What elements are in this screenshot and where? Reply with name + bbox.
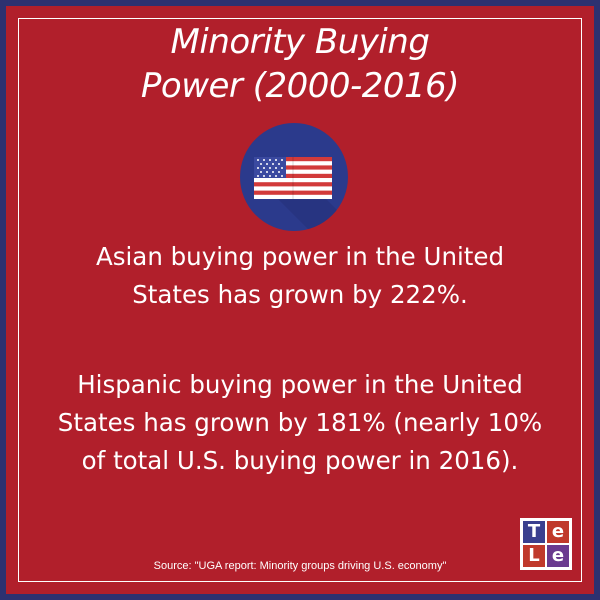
- logo-letter-t: T: [523, 521, 545, 543]
- tele-logo: T e L e: [520, 518, 572, 570]
- us-flag-icon: [240, 123, 348, 231]
- hispanic-buying-power-text: Hispanic buying power in the United Stat…: [40, 366, 560, 480]
- para2-line-2: States has grown by 181% (nearly 10%: [57, 408, 543, 437]
- source-citation: Source: "UGA report: Minority groups dri…: [153, 560, 447, 572]
- asian-buying-power-text: Asian buying power in the United States …: [40, 238, 560, 314]
- logo-letter-l: L: [523, 545, 545, 567]
- para1-line-2: States has grown by 222%.: [132, 280, 468, 309]
- logo-letter-e-bottom: e: [547, 545, 569, 567]
- para1-line-1: Asian buying power in the United: [95, 242, 505, 271]
- para2-line-1: Hispanic buying power in the United: [77, 370, 523, 399]
- card-inner-border: [18, 18, 582, 582]
- flag-graphic: [254, 157, 348, 231]
- para2-line-3: of total U.S. buying power in 2016).: [81, 446, 519, 475]
- logo-letter-e-top: e: [547, 521, 569, 543]
- page-title: Minority Buying Power (2000-2016): [0, 20, 600, 108]
- title-line-1: Minority Buying: [170, 22, 430, 62]
- title-line-2: Power (2000-2016): [140, 66, 460, 106]
